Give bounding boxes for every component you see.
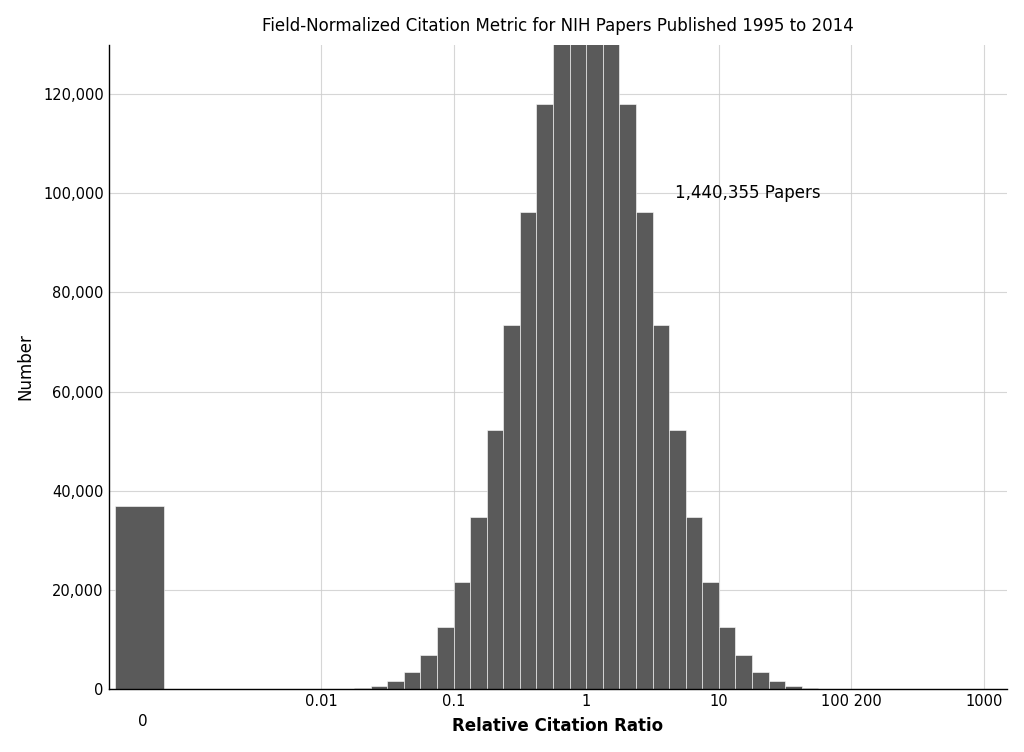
Bar <box>620 105 636 689</box>
Bar <box>371 686 387 689</box>
Text: 0: 0 <box>137 714 147 729</box>
Bar <box>387 681 403 689</box>
Bar <box>437 626 454 689</box>
Bar <box>504 326 520 689</box>
X-axis label: Relative Citation Ratio: Relative Citation Ratio <box>453 717 664 735</box>
Bar <box>586 0 603 689</box>
Bar <box>486 430 504 689</box>
Bar <box>553 20 569 689</box>
Text: 1,440,355 Papers: 1,440,355 Papers <box>675 183 820 202</box>
Bar <box>652 326 669 689</box>
Bar <box>520 212 537 689</box>
Bar <box>702 582 719 689</box>
Bar <box>752 672 769 689</box>
Bar <box>802 687 818 689</box>
Bar <box>686 517 702 689</box>
Bar <box>115 505 164 689</box>
Bar <box>470 517 486 689</box>
Bar <box>403 672 421 689</box>
Bar <box>421 655 437 689</box>
Bar <box>735 655 752 689</box>
Bar <box>454 582 470 689</box>
Bar <box>769 681 785 689</box>
Bar <box>603 20 620 689</box>
Bar <box>537 105 553 689</box>
Bar <box>719 626 735 689</box>
Bar <box>354 687 371 689</box>
Y-axis label: Number: Number <box>16 333 35 400</box>
Bar <box>785 686 802 689</box>
Bar <box>636 212 652 689</box>
Bar <box>569 0 586 689</box>
Bar <box>669 430 686 689</box>
Title: Field-Normalized Citation Metric for NIH Papers Published 1995 to 2014: Field-Normalized Citation Metric for NIH… <box>262 17 854 35</box>
